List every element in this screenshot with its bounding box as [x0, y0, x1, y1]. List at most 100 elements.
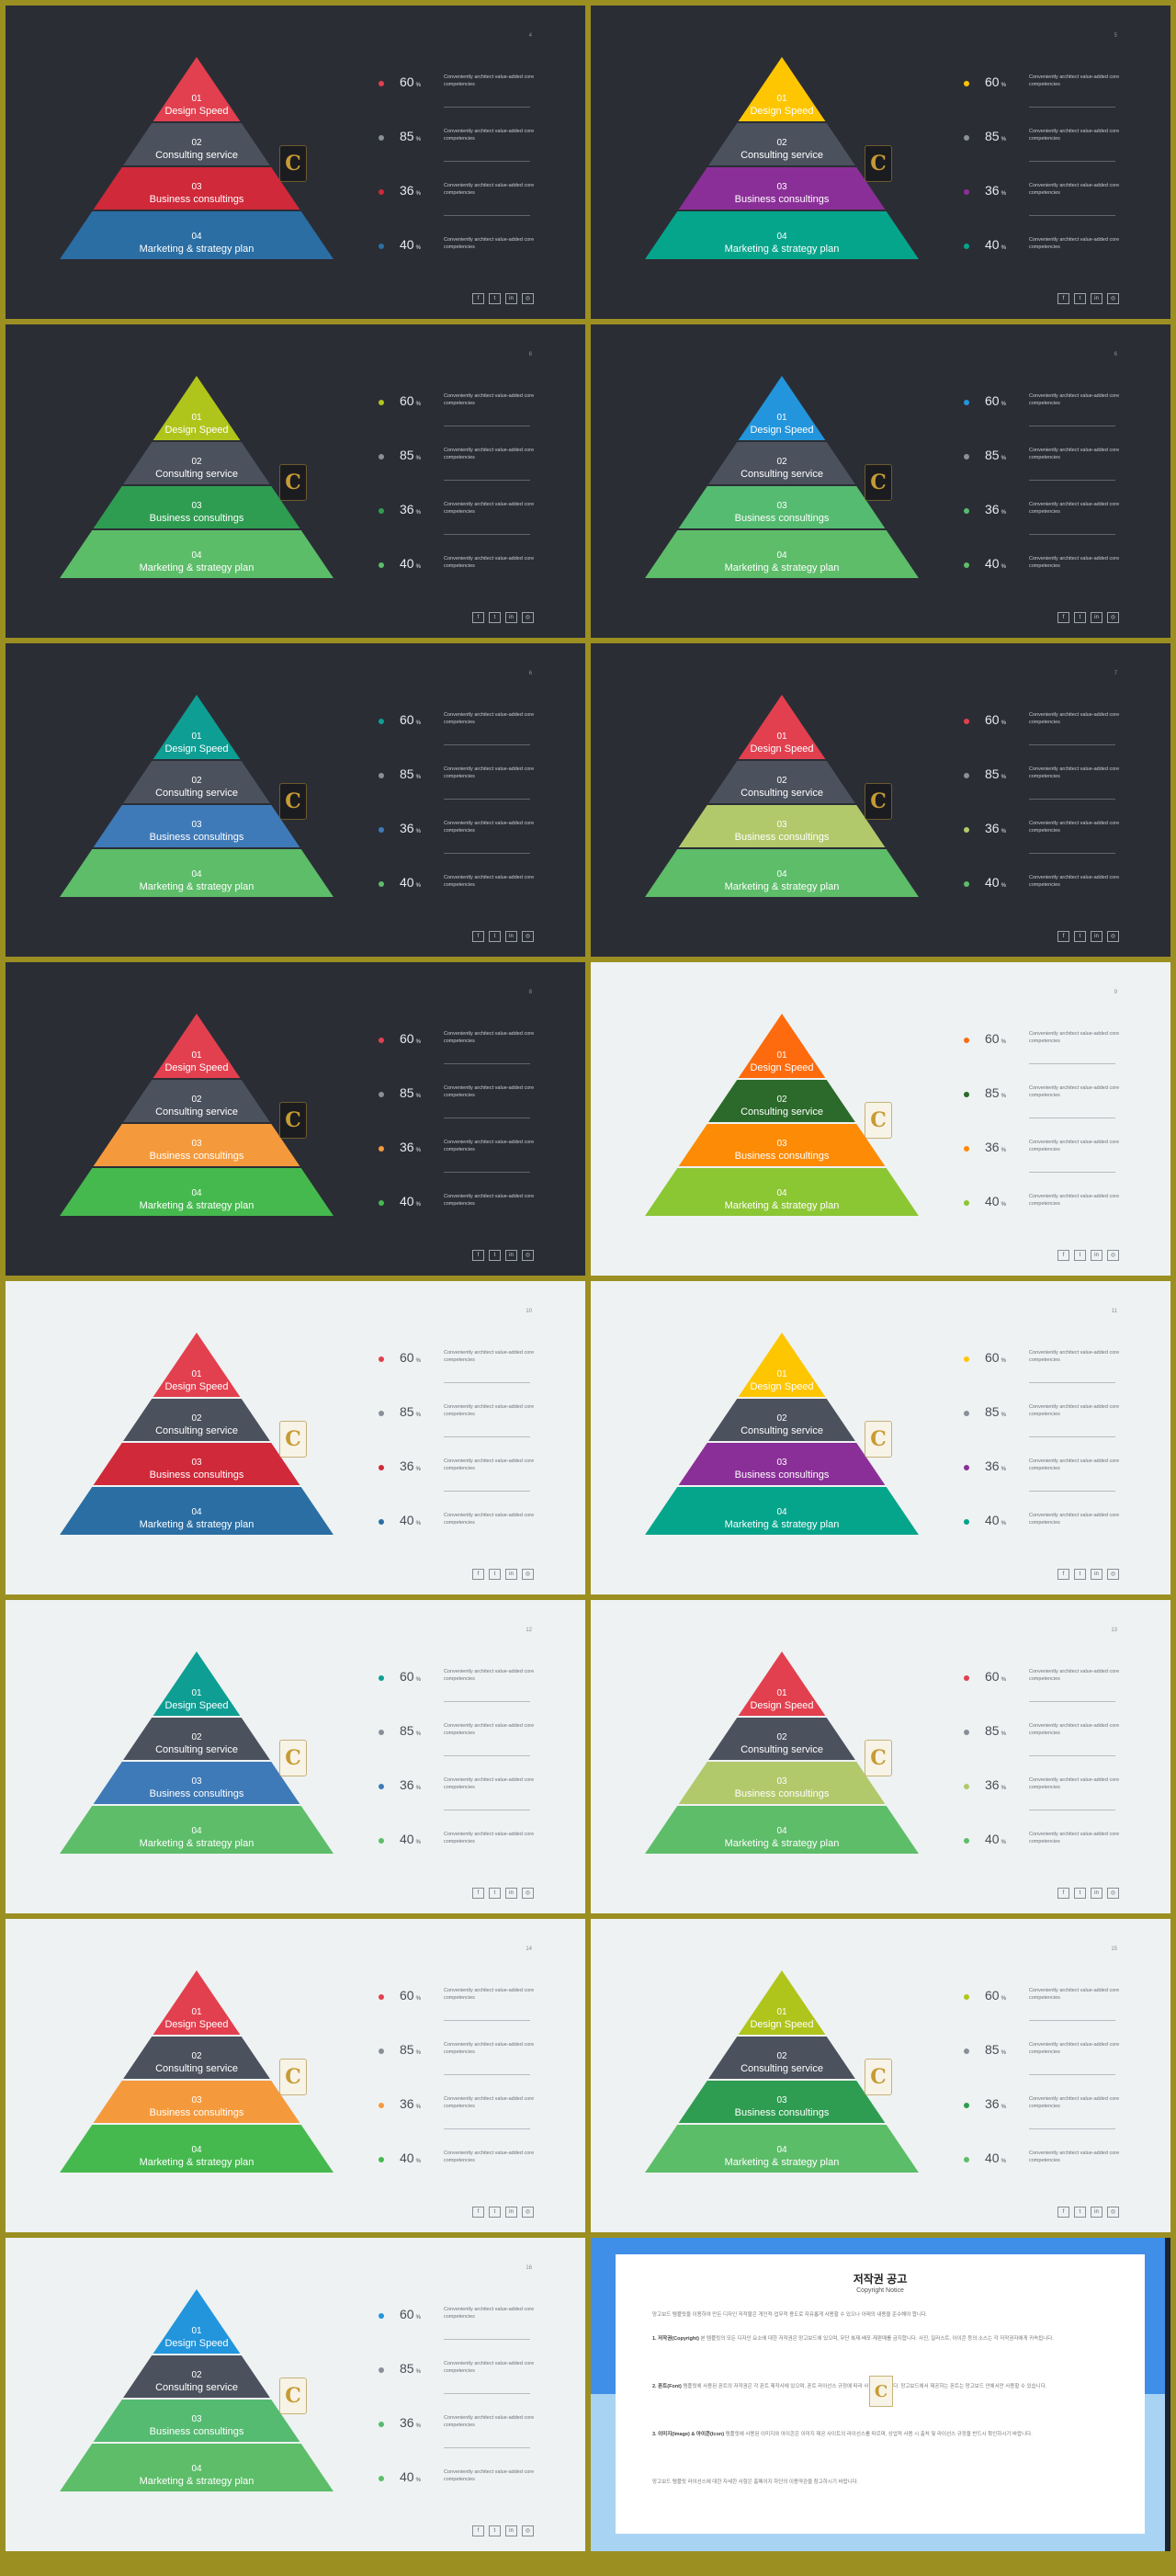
stat-number: 60: [400, 1669, 414, 1684]
twitter-icon[interactable]: t: [489, 1250, 501, 1261]
facebook-icon[interactable]: f: [472, 1569, 484, 1580]
divider: [444, 1701, 530, 1702]
facebook-icon[interactable]: f: [1057, 293, 1069, 304]
twitter-icon[interactable]: t: [489, 1888, 501, 1899]
facebook-icon[interactable]: f: [1057, 612, 1069, 623]
linkedin-icon[interactable]: in: [1091, 931, 1102, 942]
stat-description: Conveniently architect value-added core …: [444, 556, 535, 569]
pyramid-tier-2: [123, 1718, 270, 1760]
slide-11[interactable]: 12 01 Design Speed 02 Consulting service 03 Bu…: [6, 1600, 585, 1913]
tier-label: Design Speed: [164, 1381, 229, 1392]
twitter-icon[interactable]: t: [1074, 293, 1086, 304]
twitter-icon[interactable]: t: [1074, 612, 1086, 623]
stat-value: 60%: [985, 74, 1006, 89]
tier-number: 02: [776, 2051, 787, 2061]
linkedin-icon[interactable]: in: [1091, 612, 1102, 623]
slide-6[interactable]: 7 01 Design Speed 02 Consulting service 03 Bus…: [591, 643, 1170, 957]
pyramid-tier-1: [738, 376, 826, 440]
twitter-icon[interactable]: t: [489, 2207, 501, 2218]
twitter-icon[interactable]: t: [489, 293, 501, 304]
facebook-icon[interactable]: f: [472, 293, 484, 304]
bullet-dot: [964, 1675, 969, 1681]
stat-item: 36% Conveniently architect value-added co…: [954, 1137, 1119, 1190]
linkedin-icon[interactable]: in: [1091, 1569, 1102, 1580]
twitter-icon[interactable]: t: [1074, 1888, 1086, 1899]
instagram-icon[interactable]: ◎: [522, 293, 534, 304]
linkedin-icon[interactable]: in: [505, 1569, 517, 1580]
twitter-icon[interactable]: t: [489, 2525, 501, 2536]
slide-14[interactable]: 15 01 Design Speed 02 Consulting service 03 Bu…: [591, 1919, 1170, 2232]
instagram-icon[interactable]: ◎: [522, 612, 534, 623]
facebook-icon[interactable]: f: [1057, 1888, 1069, 1899]
linkedin-icon[interactable]: in: [505, 1888, 517, 1899]
slide-1[interactable]: 4 01 Design Speed 02 Consulting service 03 Bus…: [6, 6, 585, 319]
slide-10[interactable]: 11 01 Design Speed 02 Consulting service 03 Bu…: [591, 1281, 1170, 1594]
linkedin-icon[interactable]: in: [505, 1250, 517, 1261]
twitter-icon[interactable]: t: [489, 1569, 501, 1580]
tier-label: Design Speed: [164, 1700, 229, 1711]
facebook-icon[interactable]: f: [1057, 2207, 1069, 2218]
stat-unit: %: [1001, 191, 1006, 197]
instagram-icon[interactable]: ◎: [1107, 293, 1119, 304]
twitter-icon[interactable]: t: [1074, 931, 1086, 942]
slide-3[interactable]: 6 01 Design Speed 02 Consulting service 03 Bus…: [6, 324, 585, 638]
linkedin-icon[interactable]: in: [1091, 293, 1102, 304]
slide-9[interactable]: 10 01 Design Speed 02 Consulting service 03 Bu…: [6, 1281, 585, 1594]
stat-unit: %: [1001, 456, 1006, 461]
facebook-icon[interactable]: f: [472, 2525, 484, 2536]
linkedin-icon[interactable]: in: [505, 2525, 517, 2536]
facebook-icon[interactable]: f: [472, 1888, 484, 1899]
slide-15[interactable]: 16 01 Design Speed 02 Consulting service 03 Bu…: [6, 2238, 585, 2551]
instagram-icon[interactable]: ◎: [1107, 1888, 1119, 1899]
facebook-icon[interactable]: f: [472, 1250, 484, 1261]
facebook-icon[interactable]: f: [472, 931, 484, 942]
linkedin-icon[interactable]: in: [1091, 1888, 1102, 1899]
facebook-icon[interactable]: f: [472, 612, 484, 623]
facebook-icon[interactable]: f: [1057, 1250, 1069, 1261]
slide-2[interactable]: 5 01 Design Speed 02 Consulting service 03 Bus…: [591, 6, 1170, 319]
instagram-icon[interactable]: ◎: [1107, 2207, 1119, 2218]
slide-5[interactable]: 6 01 Design Speed 02 Consulting service 03 Bus…: [6, 643, 585, 957]
facebook-icon[interactable]: f: [1057, 931, 1069, 942]
instagram-icon[interactable]: ◎: [1107, 931, 1119, 942]
slide-12[interactable]: 13 01 Design Speed 02 Consulting service 03 Bu…: [591, 1600, 1170, 1913]
copyright-notice-slide[interactable]: 저작권 공고 Copyright Notice 망고보드 템플릿을 이용하여 만든 …: [591, 2238, 1170, 2551]
twitter-icon[interactable]: t: [489, 931, 501, 942]
tier-number: 03: [191, 2095, 202, 2105]
slide-8[interactable]: 9 01 Design Speed 02 Consulting service 03 Bus…: [591, 962, 1170, 1276]
bullet-dot: [964, 508, 969, 514]
social-links: f t in ◎: [472, 612, 534, 623]
instagram-icon[interactable]: ◎: [522, 1888, 534, 1899]
stat-item: 60% Conveniently architect value-added co…: [954, 1666, 1119, 1719]
instagram-icon[interactable]: ◎: [522, 931, 534, 942]
linkedin-icon[interactable]: in: [505, 931, 517, 942]
linkedin-icon[interactable]: in: [1091, 2207, 1102, 2218]
linkedin-icon[interactable]: in: [505, 293, 517, 304]
slide-4[interactable]: 6 01 Design Speed 02 Consulting service 03 Bus…: [591, 324, 1170, 638]
linkedin-icon[interactable]: in: [505, 2207, 517, 2218]
tier-number: 03: [191, 820, 202, 830]
facebook-icon[interactable]: f: [472, 2207, 484, 2218]
instagram-icon[interactable]: ◎: [1107, 1250, 1119, 1261]
twitter-icon[interactable]: t: [1074, 1569, 1086, 1580]
instagram-icon[interactable]: ◎: [522, 1569, 534, 1580]
linkedin-icon[interactable]: in: [505, 612, 517, 623]
twitter-icon[interactable]: t: [1074, 1250, 1086, 1261]
stat-unit: %: [415, 1039, 421, 1045]
instagram-icon[interactable]: ◎: [522, 2207, 534, 2218]
tier-label: Consulting service: [155, 469, 238, 480]
slide-13[interactable]: 14 01 Design Speed 02 Consulting service 03 Bu…: [6, 1919, 585, 2232]
linkedin-icon[interactable]: in: [1091, 1250, 1102, 1261]
instagram-icon[interactable]: ◎: [1107, 612, 1119, 623]
bullet-dot: [379, 773, 384, 778]
twitter-icon[interactable]: t: [489, 612, 501, 623]
slide-7[interactable]: 8 01 Design Speed 02 Consulting service 03 Bus…: [6, 962, 585, 1276]
instagram-icon[interactable]: ◎: [522, 2525, 534, 2536]
instagram-icon[interactable]: ◎: [522, 1250, 534, 1261]
bullet-dot: [964, 1994, 969, 2000]
instagram-icon[interactable]: ◎: [1107, 1569, 1119, 1580]
twitter-icon[interactable]: t: [1074, 2207, 1086, 2218]
facebook-icon[interactable]: f: [1057, 1569, 1069, 1580]
pyramid-diagram: 01 Design Speed 02 Consulting service 03 Busi…: [641, 695, 922, 902]
tier-number: 02: [191, 1095, 202, 1105]
